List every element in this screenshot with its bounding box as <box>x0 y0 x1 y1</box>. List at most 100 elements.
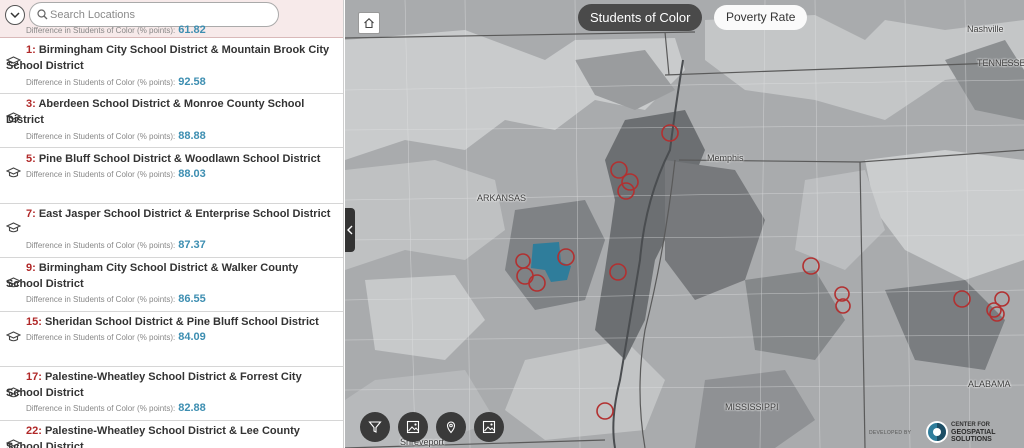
graduation-cap-icon <box>6 387 21 398</box>
search-icon <box>37 9 48 20</box>
search-box[interactable] <box>29 2 279 27</box>
graduation-cap-icon <box>6 167 21 178</box>
result-name: Aberdeen School District & Monroe County… <box>6 98 305 126</box>
partial-result-stat: Difference in Students of Color (% point… <box>26 24 206 37</box>
result-item[interactable]: 17: Palestine-Wheatley School District &… <box>0 367 343 421</box>
result-title: 7: East Jasper School District & Enterpr… <box>6 206 332 222</box>
stat-label: Difference in Students of Color (% point… <box>26 333 176 342</box>
result-rank: 1: <box>26 44 36 56</box>
stat-value: 82.88 <box>178 402 206 414</box>
map-view[interactable]: Nashville TENNESSEE Memphis ARKANSAS MIS… <box>345 0 1024 448</box>
graduation-cap-icon <box>6 331 21 342</box>
home-icon <box>364 18 374 29</box>
result-name: Birmingham City School District & Walker… <box>6 262 299 290</box>
result-name: Birmingham City School District & Mounta… <box>6 44 330 72</box>
students-of-color-toggle[interactable]: Students of Color <box>578 4 703 31</box>
stat-value: 86.55 <box>178 293 206 305</box>
sidebar-toggle-handle[interactable] <box>345 208 355 252</box>
result-name: East Jasper School District & Enterprise… <box>38 208 331 220</box>
result-item[interactable]: 3: Aberdeen School District & Monroe Cou… <box>0 94 343 148</box>
result-rank: 3: <box>26 98 36 110</box>
credit-prefix: DEVELOPED BY <box>869 430 912 436</box>
filter-button[interactable] <box>360 412 390 442</box>
stat-label: Difference in Students of Color (% point… <box>26 78 176 87</box>
chevron-down-icon <box>10 12 20 19</box>
result-item[interactable]: 9: Birmingham City School District & Wal… <box>0 258 343 312</box>
result-title: 17: Palestine-Wheatley School District &… <box>6 369 332 401</box>
result-item[interactable]: 22: Palestine-Wheatley School District &… <box>0 421 343 448</box>
home-button[interactable] <box>358 12 380 34</box>
credit-org-line: GEOSPATIAL <box>951 429 996 436</box>
map-label-shreveport: Shreveport <box>400 437 445 447</box>
stat-label: Difference in Students of Color (% point… <box>26 404 176 413</box>
sidebar-header: Difference in Students of Color (% point… <box>0 0 343 38</box>
choropleth-map[interactable] <box>345 0 1024 448</box>
stat-label: Difference in Students of Color (% point… <box>26 26 176 35</box>
result-stat: Difference in Students of Color (% point… <box>26 402 206 415</box>
map-label-alabama: ALABAMA <box>968 379 1011 389</box>
result-title: 15: Sheridan School District & Pine Bluf… <box>6 314 332 330</box>
result-rank: 17: <box>26 371 42 383</box>
stat-label: Difference in Students of Color (% point… <box>26 170 176 179</box>
collapse-panel-button[interactable] <box>5 5 25 25</box>
map-label-memphis: Memphis <box>707 153 744 163</box>
result-stat: Difference in Students of Color (% point… <box>26 130 206 143</box>
graduation-cap-icon <box>6 56 21 67</box>
layers-button[interactable] <box>474 412 504 442</box>
result-rank: 15: <box>26 316 42 328</box>
result-item[interactable]: 7: East Jasper School District & Enterpr… <box>0 204 343 258</box>
stat-label: Difference in Students of Color (% point… <box>26 241 176 250</box>
result-title: 22: Palestine-Wheatley School District &… <box>6 423 332 448</box>
result-stat: Difference in Students of Color (% point… <box>26 239 206 252</box>
result-rank: 5: <box>26 153 36 165</box>
result-stat: Difference in Students of Color (% point… <box>26 76 206 89</box>
credit-org-name: CENTER FOR GEOSPATIAL SOLUTIONS <box>951 422 1021 443</box>
stat-label: Difference in Students of Color (% point… <box>26 132 176 141</box>
graduation-cap-icon <box>6 277 21 288</box>
location-pin-icon <box>446 421 456 434</box>
graduation-cap-icon <box>6 222 21 233</box>
result-title: 5: Pine Bluff School District & Woodlawn… <box>6 151 332 167</box>
basemap-button[interactable] <box>398 412 428 442</box>
credit-org-line: CENTER FOR <box>951 422 990 428</box>
image-icon <box>406 420 420 434</box>
result-stat: Difference in Students of Color (% point… <box>26 168 206 181</box>
stat-value: 61.82 <box>178 24 206 36</box>
map-label-tennessee: TENNESSEE <box>977 58 1024 68</box>
result-name: Sheridan School District & Pine Bluff Sc… <box>44 316 319 328</box>
poverty-rate-toggle[interactable]: Poverty Rate <box>714 5 808 30</box>
result-rank: 22: <box>26 425 42 437</box>
stat-label: Difference in Students of Color (% point… <box>26 295 176 304</box>
result-name: Palestine-Wheatley School District & Lee… <box>6 425 300 448</box>
stat-value: 88.03 <box>178 168 206 180</box>
locate-button[interactable] <box>436 412 466 442</box>
result-title: 1: Birmingham City School District & Mou… <box>6 42 332 74</box>
chevron-left-icon <box>347 225 353 235</box>
image-icon <box>482 420 496 434</box>
results-sidebar: Difference in Students of Color (% point… <box>0 0 344 448</box>
result-item[interactable]: 15: Sheridan School District & Pine Bluf… <box>0 312 343 367</box>
result-rank: 7: <box>26 208 36 220</box>
stat-value: 92.58 <box>178 76 206 88</box>
stat-value: 84.09 <box>178 331 206 343</box>
stat-value: 87.37 <box>178 239 206 251</box>
result-rank: 9: <box>26 262 36 274</box>
result-item[interactable]: 1: Birmingham City School District & Mou… <box>0 39 343 94</box>
map-label-nashville: Nashville <box>967 24 1004 34</box>
stat-value: 88.88 <box>178 130 206 142</box>
search-input[interactable] <box>50 6 272 24</box>
map-label-arkansas: ARKANSAS <box>477 193 527 203</box>
map-label-mississippi: MISSISSIPPI <box>725 402 779 412</box>
result-title: 3: Aberdeen School District & Monroe Cou… <box>6 96 332 128</box>
result-stat: Difference in Students of Color (% point… <box>26 293 206 306</box>
result-item[interactable]: 5: Pine Bluff School District & Woodlawn… <box>0 148 343 204</box>
developer-credit: DEVELOPED BY CENTER FOR GEOSPATIAL SOLUT… <box>865 416 1024 448</box>
result-stat: Difference in Students of Color (% point… <box>26 331 206 344</box>
filter-icon <box>368 421 382 433</box>
globe-logo-icon <box>926 421 948 443</box>
graduation-cap-icon <box>6 112 21 123</box>
result-name: Pine Bluff School District & Woodlawn Sc… <box>38 153 321 165</box>
credit-org-line: SOLUTIONS <box>951 436 992 443</box>
result-title: 9: Birmingham City School District & Wal… <box>6 260 332 292</box>
result-name: Palestine-Wheatley School District & For… <box>6 371 302 399</box>
